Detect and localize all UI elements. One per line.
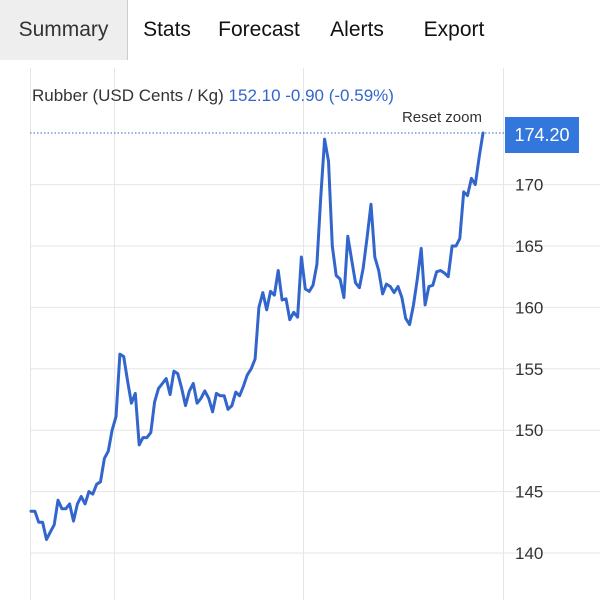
y-tick-label: 165 — [515, 237, 543, 256]
tab-summary[interactable]: Summary — [0, 0, 128, 60]
current-price-tag: 174.20 — [505, 117, 579, 153]
tab-forecast[interactable]: Forecast — [218, 18, 300, 41]
legend-change: -0.90 (-0.59%) — [285, 86, 394, 105]
y-tick-label: 150 — [515, 421, 543, 440]
series-line-rubber[interactable] — [29, 131, 485, 541]
chart-legend: Rubber (USD Cents / Kg) 152.10 -0.90 (-0… — [32, 86, 394, 106]
reset-zoom-button[interactable]: Reset zoom — [401, 109, 482, 126]
legend-value: 152.10 — [228, 86, 281, 105]
tab-stats[interactable]: Stats — [143, 18, 191, 41]
y-tick-label: 140 — [515, 544, 543, 563]
tab-bar: Summary Stats Forecast Alerts Export — [0, 0, 600, 60]
y-tick-label: 155 — [515, 360, 543, 379]
tab-alerts[interactable]: Alerts — [330, 18, 384, 41]
y-tick-label: 170 — [515, 176, 543, 195]
y-tick-label: 160 — [515, 298, 543, 317]
tab-export[interactable]: Export — [423, 18, 485, 41]
legend-series-name: Rubber (USD Cents / Kg) — [32, 86, 224, 105]
y-tick-label: 145 — [515, 483, 543, 502]
